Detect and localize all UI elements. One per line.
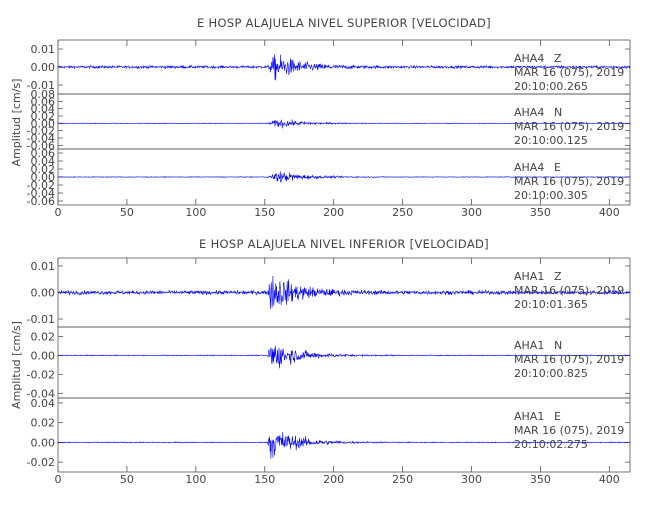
seismic-trace [57, 119, 631, 129]
y-tick-label: 0.00 [31, 61, 56, 74]
x-tick-label: 350 [530, 473, 551, 486]
x-tick-label: 200 [323, 206, 344, 219]
y-tick-label: 0.00 [31, 171, 56, 184]
y-tick-label: 0.00 [31, 287, 56, 300]
x-tick-label: 0 [55, 473, 62, 486]
y-tick-label: 0.02 [31, 330, 56, 343]
y-tick-label: -0.04 [27, 387, 55, 400]
record-date: MAR 16 (075), 2019 [514, 353, 624, 366]
seismic-trace [57, 276, 631, 310]
record-time: 20:10:00.825 [514, 367, 588, 380]
record-time: 20:10:01.365 [514, 298, 588, 311]
station-code: AHA1 [514, 339, 544, 352]
x-tick-label: 350 [530, 206, 551, 219]
y-axis-label: Amplitud [cm/s] [10, 79, 23, 167]
station-code: AHA4 [514, 52, 544, 65]
y-tick-label: 0.02 [31, 163, 56, 176]
y-tick-label: 0.00 [31, 349, 56, 362]
y-tick-label: 0.06 [31, 95, 56, 108]
record-time: 20:10:02.275 [514, 438, 588, 451]
x-tick-label: 150 [254, 473, 275, 486]
y-axis-label: Amplitud [cm/s] [10, 321, 23, 409]
station-code: AHA4 [514, 161, 544, 174]
y-tick-label: 0.00 [31, 117, 56, 130]
x-tick-label: 50 [120, 473, 134, 486]
y-tick-label: 0.08 [31, 88, 56, 101]
seismic-trace [57, 171, 631, 183]
component-code: N [554, 106, 562, 119]
x-tick-label: 400 [599, 206, 620, 219]
chart-title: E HOSP ALAJUELA NIVEL SUPERIOR [VELOCIDA… [197, 16, 491, 30]
x-tick-label: 300 [461, 473, 482, 486]
x-tick-label: 50 [120, 206, 134, 219]
x-tick-label: 0 [55, 206, 62, 219]
seismic-trace [57, 54, 631, 81]
x-tick-label: 150 [254, 206, 275, 219]
x-tick-label: 300 [461, 206, 482, 219]
y-tick-label: 0.06 [31, 147, 56, 160]
record-time: 20:10:00.305 [514, 189, 588, 202]
y-tick-label: 0.01 [31, 260, 56, 273]
seismic-trace [57, 432, 631, 459]
y-tick-label: 0.01 [31, 43, 56, 56]
y-tick-label: -0.06 [27, 139, 55, 152]
y-tick-label: -0.01 [27, 79, 55, 92]
chart-title: E HOSP ALAJUELA NIVEL INFERIOR [VELOCIDA… [199, 237, 489, 251]
x-tick-label: 100 [185, 473, 206, 486]
panel-frame [57, 397, 631, 473]
y-tick-label: -0.02 [27, 368, 55, 381]
component-code: N [554, 339, 562, 352]
x-tick-label: 100 [185, 206, 206, 219]
y-tick-label: 0.02 [31, 417, 56, 430]
record-date: MAR 16 (075), 2019 [514, 66, 624, 79]
x-tick-label: 250 [392, 473, 413, 486]
record-time: 20:10:00.125 [514, 134, 588, 147]
y-tick-label: 0.02 [31, 110, 56, 123]
y-tick-label: 0.04 [31, 103, 56, 116]
y-tick-label: -0.06 [27, 195, 55, 208]
x-tick-label: 250 [392, 206, 413, 219]
station-code: AHA1 [514, 410, 544, 423]
y-tick-label: -0.04 [27, 132, 55, 145]
component-code: Z [554, 52, 562, 65]
y-tick-label: -0.04 [27, 187, 55, 200]
record-time: 20:10:00.265 [514, 80, 588, 93]
y-tick-label: 0.04 [31, 397, 56, 410]
component-code: E [554, 161, 561, 174]
record-date: MAR 16 (075), 2019 [514, 424, 624, 437]
y-tick-label: -0.02 [27, 456, 55, 469]
y-tick-label: 0.04 [31, 155, 56, 168]
x-tick-label: 200 [323, 473, 344, 486]
component-code: E [554, 410, 561, 423]
record-date: MAR 16 (075), 2019 [514, 284, 624, 297]
seismic-trace [57, 345, 631, 369]
x-tick-label: 400 [599, 473, 620, 486]
record-date: MAR 16 (075), 2019 [514, 120, 624, 133]
component-code: Z [554, 270, 562, 283]
y-tick-label: -0.01 [27, 313, 55, 326]
record-date: MAR 16 (075), 2019 [514, 175, 624, 188]
station-code: AHA1 [514, 270, 544, 283]
y-tick-label: -0.02 [27, 125, 55, 138]
y-tick-label: -0.02 [27, 179, 55, 192]
y-tick-label: 0.00 [31, 436, 56, 449]
station-code: AHA4 [514, 106, 544, 119]
